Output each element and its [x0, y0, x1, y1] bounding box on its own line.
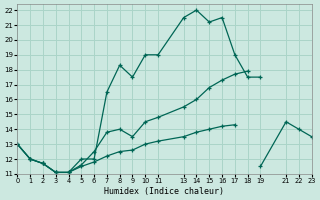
X-axis label: Humidex (Indice chaleur): Humidex (Indice chaleur): [105, 187, 225, 196]
